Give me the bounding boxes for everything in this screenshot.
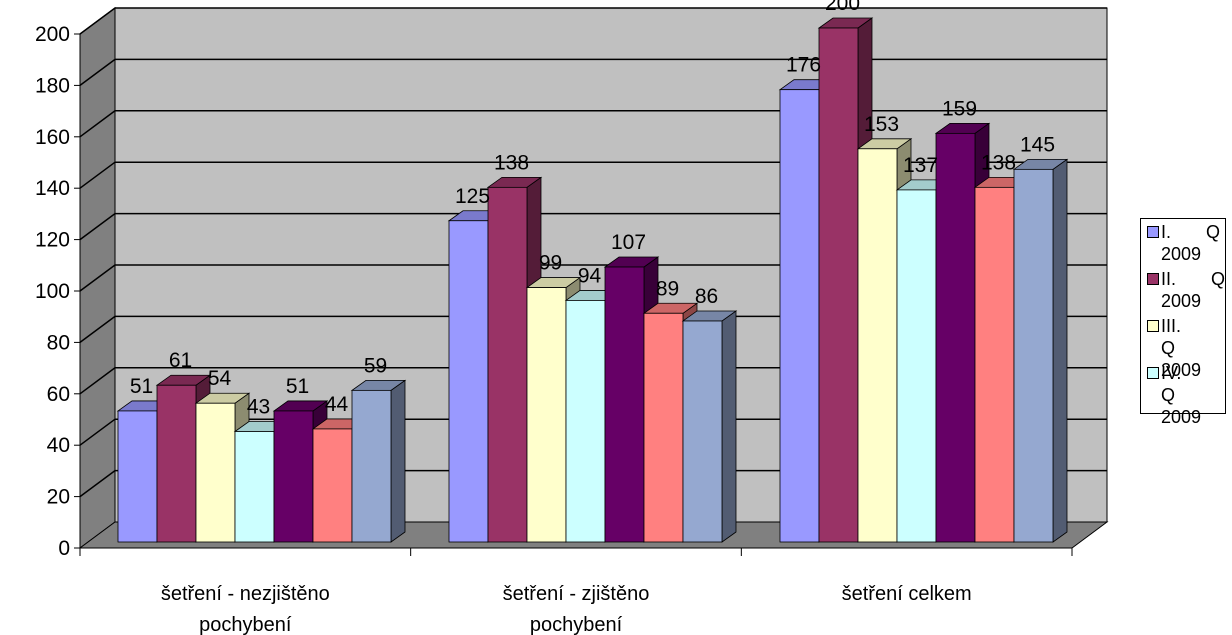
gridline [79,469,1107,498]
bar-front [312,428,353,543]
legend-item-3: III. Q 2009 [1145,315,1225,380]
data-label: 145 [1020,133,1055,156]
legend-swatch-4 [1147,367,1159,379]
data-label: 89 [656,277,679,300]
data-label: 54 [208,367,232,390]
bar-front [487,186,528,543]
legend-swatch-1 [1147,226,1159,238]
data-label: 159 [942,97,977,120]
gridline [79,264,1107,292]
data-label: 51 [286,375,309,398]
legend-label-1: I. Q 2009 [1161,222,1221,264]
gridline [79,212,1107,241]
y-tick-label: 40 [47,434,70,457]
data-label: 99 [539,252,562,275]
bar-front [351,389,392,543]
y-tick-label: 160 [35,126,70,149]
data-label: 138 [494,151,529,174]
bar-side [390,379,406,543]
bar-front [117,410,158,543]
data-label: 44 [325,393,349,416]
category-label: pochybení [530,614,623,635]
data-label: 138 [981,151,1016,174]
data-label: 51 [130,375,153,398]
gridline [79,315,1107,344]
y-tick-label: 180 [35,74,70,97]
bar-front [818,27,859,543]
bars [116,17,1069,543]
bar-front [234,431,275,543]
bar-front [896,189,937,543]
y-tick-label: 200 [35,23,70,46]
legend-label-2: II. Q 2009 [1161,269,1226,311]
data-label: 43 [247,395,270,418]
bar-front [779,89,820,543]
data-labels: 51 125 176 61 138 200 54 99 153 43 94 137 51 107 159 44… [130,0,1055,418]
legend-label-4: IV. Q 2009 [1161,363,1202,427]
bar [681,310,738,543]
data-label: 200 [825,0,860,15]
bar-front [857,148,898,543]
y-tick-label: 120 [35,229,70,252]
y-tick-label: 80 [47,331,70,354]
data-label: 153 [864,113,899,136]
bar-front [526,287,567,543]
y-tick-label: 140 [35,177,70,200]
bar [350,379,407,543]
y-tick-label: 0 [58,537,70,560]
gridline [79,58,1107,87]
bar-front [643,312,684,543]
data-label: 94 [578,264,602,287]
legend: I. Q 2009 II. Q 2009 III. Q 2009 IV. Q 2… [1140,218,1226,427]
y-tick-label: 100 [35,280,70,303]
gridline [79,7,1107,35]
y-axis-ticks: 0 20 40 60 80 100 120 140 160 180 200 [35,23,80,560]
bar-front [156,384,197,543]
data-label: 176 [786,54,821,77]
bar-front [448,220,489,543]
y-tick-label: 60 [47,383,70,406]
legend-item-4: IV. Q 2009 [1145,362,1225,427]
bar-front [682,320,723,543]
category-label: šetření - nezjištěno [161,583,330,605]
bar-side [721,310,737,543]
gridlines [79,7,1107,498]
legend-swatch-3 [1147,320,1159,332]
gridline [79,418,1107,446]
legend-item-2: II. Q 2009 [1145,268,1225,315]
gridline [79,161,1107,189]
bar [1012,158,1069,543]
category-label: šetření celkem [842,583,972,605]
y-tick-label: 20 [47,486,70,509]
category-label: pochybení [199,614,292,635]
legend-item-1: I. Q 2009 [1145,221,1225,268]
bar-side [1052,158,1068,543]
data-label: 125 [455,185,490,208]
bar-front [195,402,236,543]
data-label: 86 [695,285,718,308]
data-label: 59 [364,354,387,377]
legend-label-3: III. Q 2009 [1161,316,1202,380]
data-label: 107 [611,231,646,254]
gridline [79,367,1107,395]
bar-front [1013,168,1054,543]
bar-front [935,132,976,543]
gridline [79,110,1107,138]
data-label: 137 [903,154,938,177]
bar-front [604,266,645,543]
legend-swatch-2 [1147,273,1159,285]
category-labels: šetření - nezjištěno pochybení šetření - z… [79,548,1073,635]
data-label: 61 [169,349,192,372]
category-label: šetření - zjištěno [503,583,650,605]
bar-front [974,186,1015,543]
bar-front [273,410,314,543]
bar-front [565,300,606,543]
